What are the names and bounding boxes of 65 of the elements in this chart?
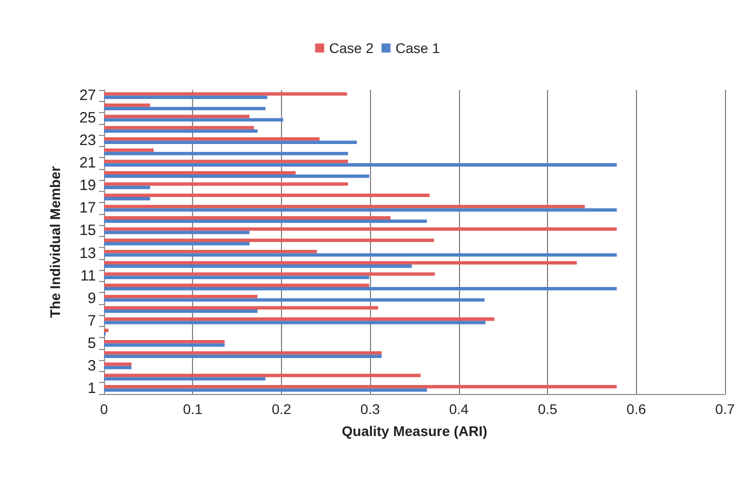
y-tick-label: 3 <box>88 357 96 374</box>
x-tick-label: 0.1 <box>182 401 203 417</box>
bar <box>104 306 378 310</box>
bar <box>104 377 266 380</box>
y-tick-label: 9 <box>88 290 96 307</box>
x-tick-label: 0.7 <box>715 401 735 417</box>
bar <box>104 196 150 200</box>
y-tick-label: 17 <box>79 200 96 217</box>
bar <box>104 294 258 298</box>
x-tick-label: 0 <box>100 401 108 417</box>
y-tick-label: 11 <box>80 267 96 284</box>
y-axis-title: The Individual Member <box>47 166 63 318</box>
bar <box>104 272 435 276</box>
bar <box>104 354 382 358</box>
y-tick-label: 23 <box>79 132 96 150</box>
x-tick-label: 0.2 <box>272 401 292 417</box>
bar <box>104 351 382 355</box>
bar <box>104 310 258 313</box>
bar <box>104 216 391 220</box>
legend-label: Case 2 <box>329 40 374 56</box>
bar <box>104 238 434 242</box>
x-axis-title: Quality Measure (ARI) <box>342 423 488 439</box>
y-tick-label: 15 <box>79 222 96 240</box>
bar <box>104 230 250 234</box>
bar <box>104 148 154 152</box>
x-tick-label: 0.3 <box>360 401 380 417</box>
bar <box>104 96 268 100</box>
y-tick-label: 5 <box>88 334 96 352</box>
bar <box>104 152 348 156</box>
bar <box>104 140 357 144</box>
bar <box>104 261 577 265</box>
bar <box>104 174 370 178</box>
y-tick-label: 21 <box>79 154 96 172</box>
bar <box>104 106 266 110</box>
bar <box>104 328 108 332</box>
y-tick-label: 7 <box>88 312 96 330</box>
bar <box>104 242 250 246</box>
bar <box>104 287 617 290</box>
bar <box>104 118 284 122</box>
x-tick-label: 0.6 <box>626 401 646 417</box>
bar <box>104 126 254 130</box>
bar <box>104 317 494 321</box>
bar <box>104 384 617 388</box>
bar <box>104 208 617 212</box>
bar <box>104 129 258 133</box>
bar <box>104 171 296 174</box>
bar <box>104 374 421 378</box>
x-tick-label: 0.5 <box>538 401 558 417</box>
y-tick-label: 27 <box>79 87 96 104</box>
bar <box>104 219 427 223</box>
bar <box>104 362 132 366</box>
legend-label: Case 1 <box>396 40 440 56</box>
bar <box>104 340 225 344</box>
y-tick-label: 1 <box>88 380 96 397</box>
bar <box>104 104 150 107</box>
bar <box>104 194 430 197</box>
bar <box>104 284 370 288</box>
bar <box>104 186 150 190</box>
y-tick-label: 25 <box>79 110 96 127</box>
y-tick-label: 13 <box>79 244 96 262</box>
x-tick-label: 0.4 <box>449 401 469 417</box>
y-tick-label: 19 <box>79 177 96 194</box>
bar <box>104 250 317 254</box>
bar <box>104 163 617 167</box>
bar <box>104 264 412 268</box>
